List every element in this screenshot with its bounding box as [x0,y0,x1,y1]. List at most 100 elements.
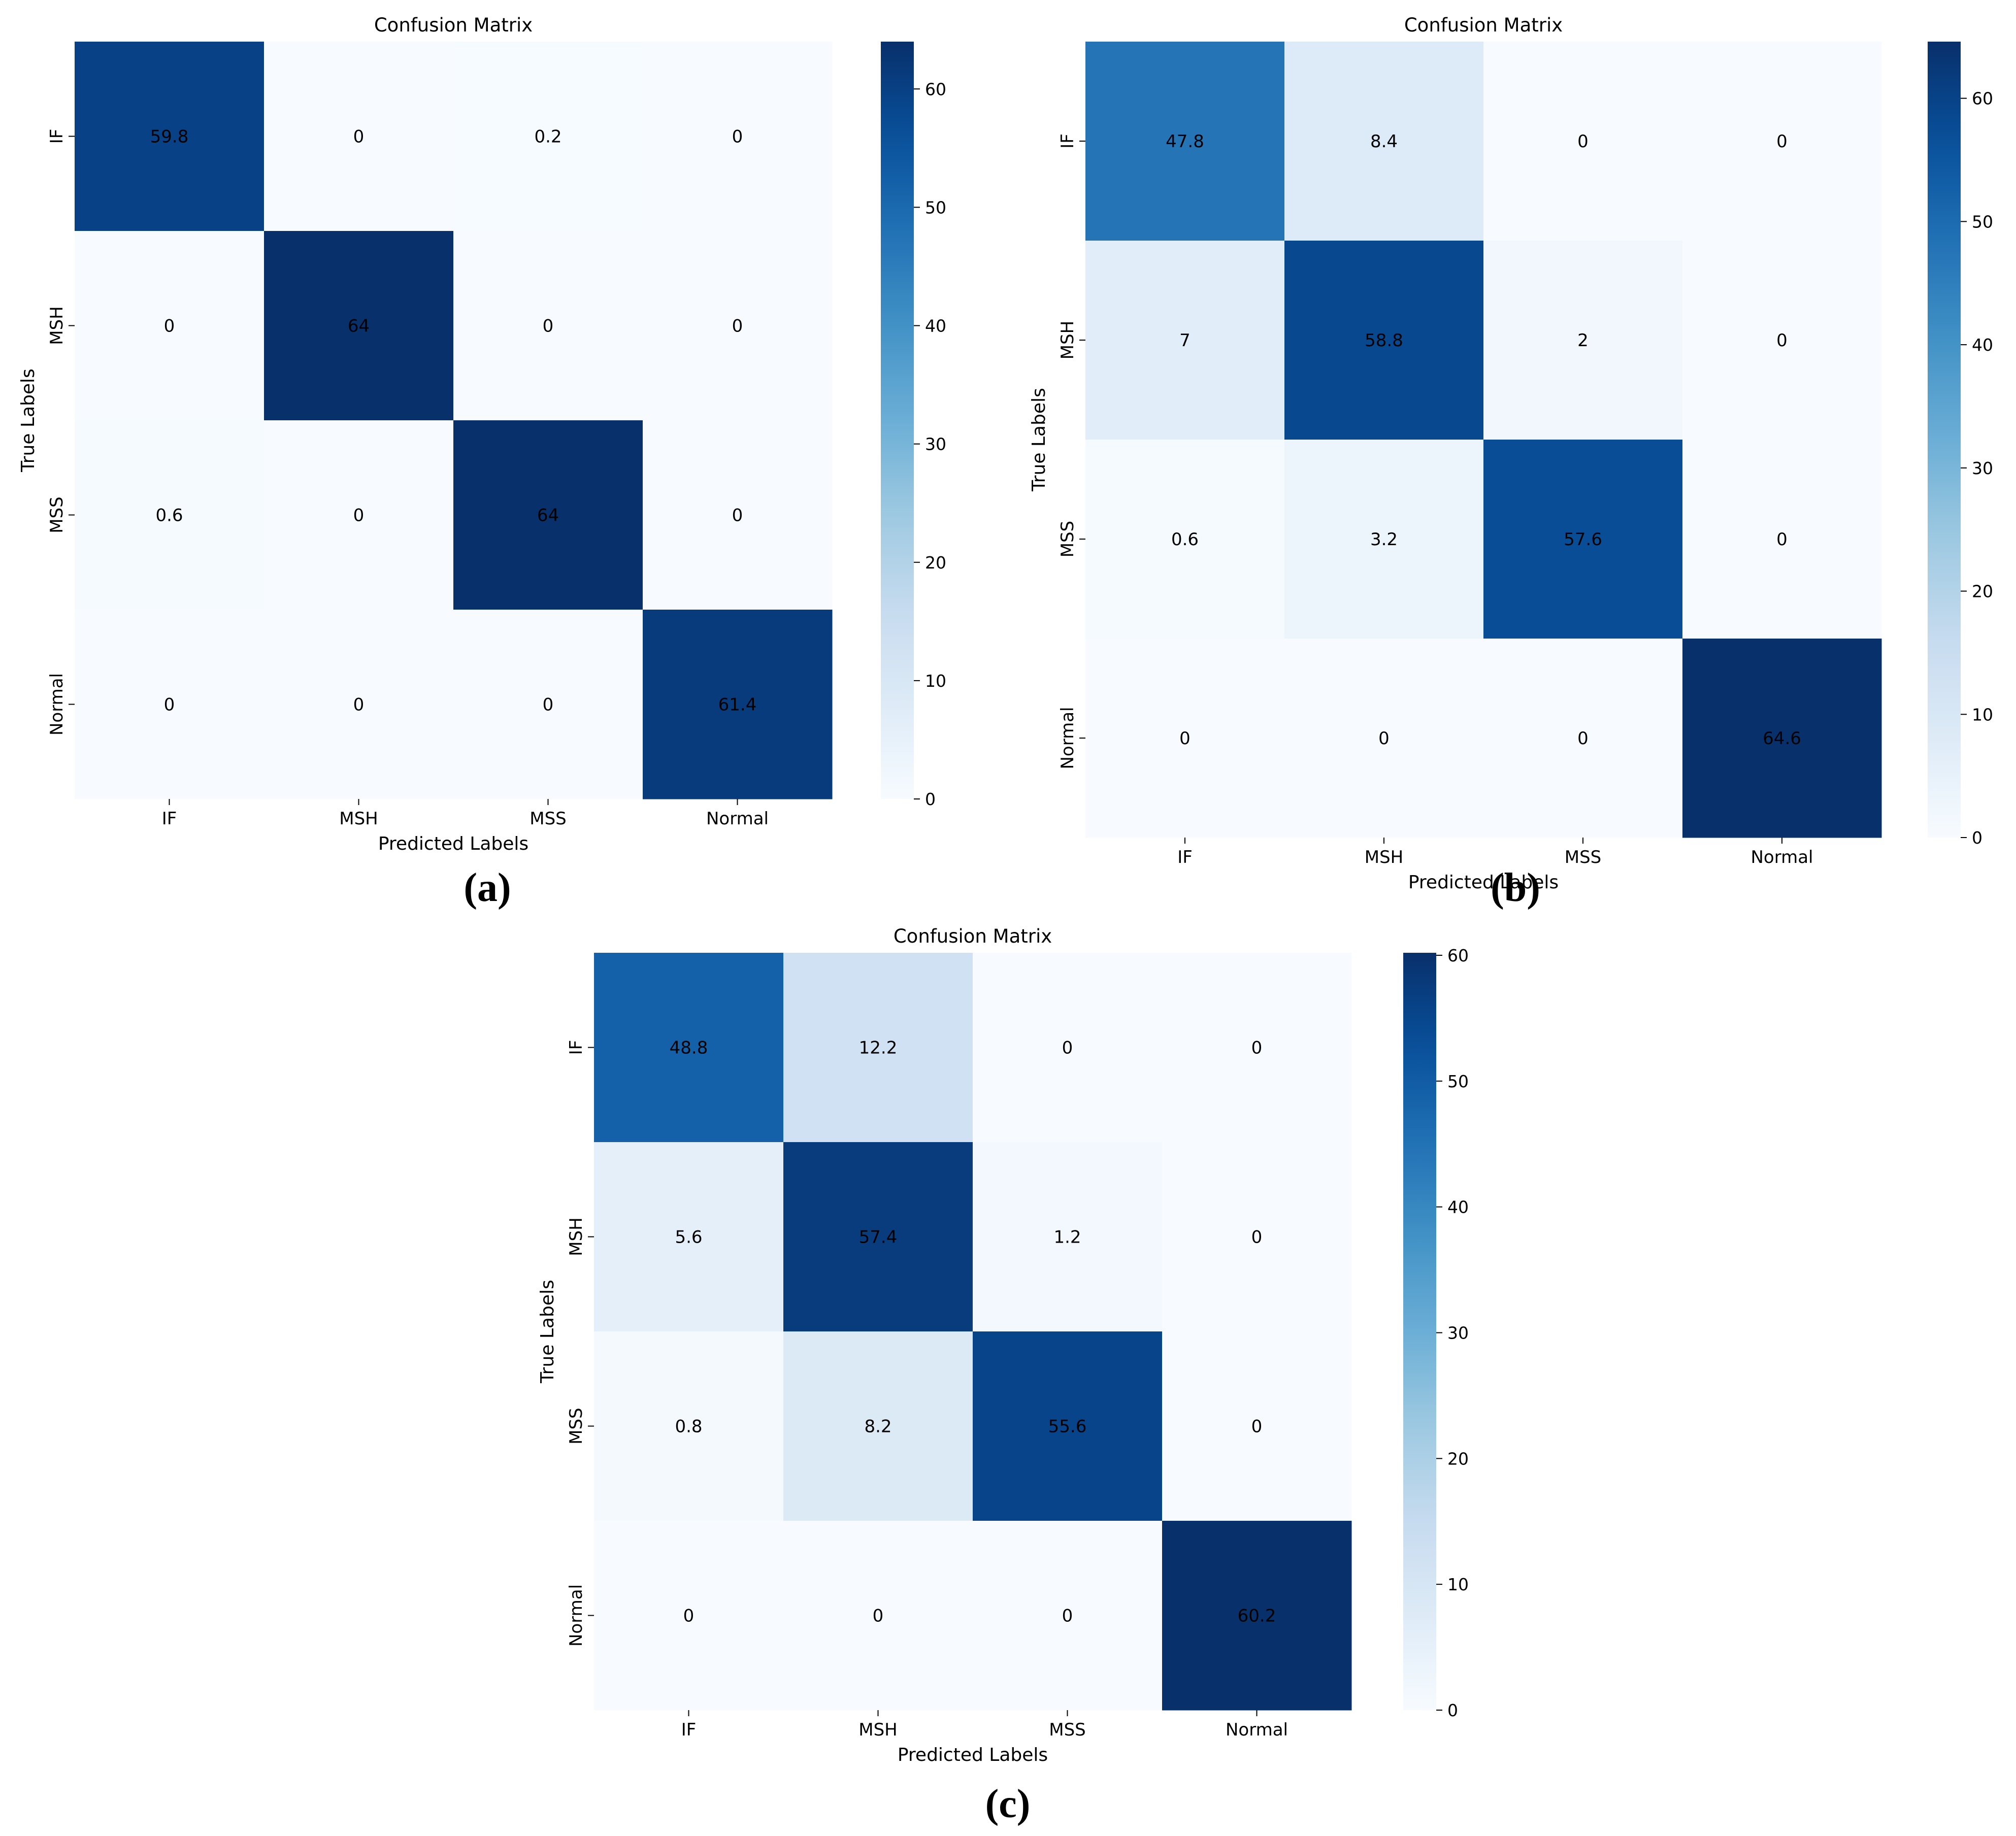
chart-title: Confusion Matrix [1404,14,1563,36]
cell-value-label: 0 [1251,1038,1263,1058]
y-tick-label: MSH [566,1217,586,1256]
cell-value-label: 5.6 [675,1227,702,1248]
cell-value-label: 0.6 [155,506,183,526]
cell-value-label: 0 [1062,1606,1073,1626]
heatmap-cell [1284,42,1484,241]
heatmap-cell [453,42,643,231]
heatmap-cell [264,231,454,421]
x-tick-label: MSH [858,1720,897,1740]
x-tick-label: IF [1177,847,1193,867]
x-tick-label: MSH [339,809,378,829]
heatmap-cell [264,42,454,231]
heatmap-cell [783,1521,973,1711]
cell-value-label: 0 [1062,1038,1073,1058]
y-tick-label: Normal [1057,707,1078,769]
cell-value-label: 0 [732,506,743,526]
colorbar-tick-label: 40 [1972,335,1993,355]
cell-value-label: 0 [1577,131,1589,152]
heatmap-cell [973,1142,1163,1332]
heatmap-cell [1682,42,1882,241]
colorbar-tick-label: 50 [1447,1072,1469,1091]
x-axis-label: Predicted Labels [378,833,528,854]
y-tick-label: MSS [566,1408,586,1445]
heatmap-cell [1483,42,1683,241]
heatmap-cell [643,231,833,421]
y-tick-label: Normal [47,673,67,736]
cell-value-label: 58.8 [1365,330,1403,351]
heatmap-cell [75,420,265,610]
colorbar-tick-label: 10 [925,671,946,691]
x-axis-label: Predicted Labels [898,1745,1048,1765]
cell-value-label: 3.2 [1370,529,1398,550]
heatmap-cell [1162,953,1352,1143]
heatmap-cell [594,1331,784,1521]
x-tick-label: Normal [1750,847,1813,867]
heatmap-cell [594,1521,784,1711]
cell-value-label: 2 [1577,330,1589,351]
heatmap-cell [1682,639,1882,838]
confusion-matrix-panel-c: Confusion Matrix 48.8 12.2 0 0 5.6 57.4 1.2 0 0.8… [537,925,1469,1826]
cell-value-label: 0.2 [534,127,561,147]
colorbar-tick-label: 20 [1447,1449,1469,1468]
x-tick-label: IF [162,809,177,829]
colorbar-tick-label: 20 [1972,582,1993,602]
colorbar-tick-label: 60 [925,79,946,99]
x-tick-label: Normal [1226,1720,1288,1740]
cell-value-label: 0 [353,506,365,526]
cell-value-label: 47.8 [1166,131,1204,152]
heatmap-cell [1682,440,1882,639]
y-axis-label: True Labels [537,1280,558,1384]
heatmap-cell [264,420,454,610]
cell-value-label: 0 [543,695,554,715]
heatmap-cell [453,610,643,799]
cell-value-label: 59.8 [150,127,189,147]
heatmap-cell [1085,241,1285,440]
heatmap-cell [1682,241,1882,440]
x-tick-label: MSS [1565,847,1602,867]
cell-value-label: 0 [1577,728,1589,749]
panel-label: (b) [1491,865,1540,910]
heatmap-cell [1284,639,1484,838]
confusion-matrix-panel-a: Confusion Matrix 59.8 0 0.2 0 0 64 0 0 0.6 0 64 0 0 0 0… [18,14,946,910]
heatmap-cell [75,231,265,421]
cell-value-label: 0 [164,695,175,715]
x-tick-label: IF [681,1720,697,1740]
chart-title: Confusion Matrix [894,925,1052,947]
cell-value-label: 1.2 [1053,1227,1081,1248]
cell-value-label: 0 [353,127,365,147]
cell-value-label: 0 [683,1606,695,1626]
cell-value-label: 64.6 [1763,728,1801,749]
heatmap-cell [453,231,643,421]
cell-value-label: 0 [1776,131,1788,152]
heatmap-cell [973,1331,1163,1521]
heatmap-cell [264,610,454,799]
y-tick-label: MSS [1057,521,1078,558]
cell-value-label: 0 [1776,330,1788,351]
cell-value-label: 0 [543,316,554,337]
x-axis-label: Predicted Labels [1408,872,1559,893]
cell-value-label: 57.4 [859,1227,898,1248]
heatmap-cell [1085,440,1285,639]
x-tick-label: MSS [530,809,567,829]
heatmap-cell [75,610,265,799]
heatmap-cell [1162,1142,1352,1332]
y-axis-label: True Labels [18,369,39,473]
heatmap-cell [1483,639,1683,838]
cell-value-label: 0 [1179,728,1191,749]
cell-value-label: 60.2 [1238,1606,1276,1626]
heatmap-cell [1483,440,1683,639]
cell-value-label: 0 [1251,1227,1263,1248]
heatmap-cell [75,42,265,231]
panel-label: (c) [985,1782,1031,1826]
colorbar-tick-label: 50 [925,197,946,217]
colorbar-tick-label: 0 [1447,1700,1458,1720]
colorbar-tick-label: 50 [1972,212,1993,231]
x-tick-label: MSH [1365,847,1403,867]
colorbar [1928,42,1961,838]
colorbar [1403,953,1436,1710]
panel-label: (a) [464,865,511,910]
y-tick-label: IF [566,1040,586,1055]
heatmap-cell [643,610,833,799]
colorbar-tick-label: 20 [925,553,946,573]
